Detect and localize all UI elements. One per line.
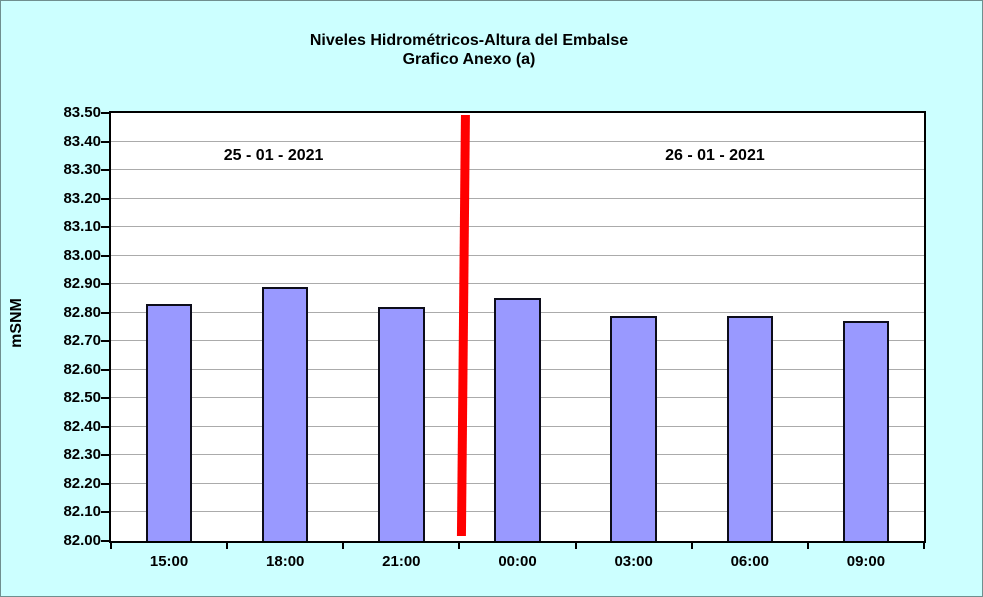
gridline [111,169,924,171]
bar-15:00 [145,304,193,541]
gridline [111,226,924,228]
y-tick-mark [101,397,109,400]
x-tick-mark [458,543,461,549]
y-axis-title: mSNM [8,298,25,348]
y-tick-label: 82.80 [63,303,101,321]
gridline [111,140,924,142]
x-tick-label: 21:00 [382,553,421,570]
x-tick-mark [806,543,809,549]
x-tick-mark [226,543,229,549]
y-tick-label: 82.90 [63,275,101,293]
y-tick-mark [101,283,109,286]
x-tick-label: 18:00 [266,553,305,570]
chart-title-line1: Niveles Hidrométricos-Altura del Embalse [309,32,629,49]
chart-title: Niveles Hidrométricos-Altura del Embalse… [1,31,937,69]
x-tick-mark [574,543,577,549]
x-tick-mark [690,543,693,549]
y-tick-mark [101,425,109,428]
x-tick-label: 03:00 [614,553,653,570]
y-tick-label: 82.40 [63,417,101,435]
y-tick-mark [101,454,109,457]
chart-title-line2: Grafico Anexo (a) [402,51,536,68]
y-tick-mark [101,112,109,114]
annotation-date-left: 25 - 01 - 2021 [223,147,324,164]
y-tick-label: 82.10 [63,503,101,521]
x-tick-mark [923,543,925,549]
y-tick-label: 83.10 [63,218,101,236]
y-tick-mark [101,340,109,343]
y-tick-mark [101,254,109,257]
y-tick-mark [101,140,109,143]
y-tick-mark [101,368,109,371]
bar-21:00 [378,307,425,541]
y-tick-label: 82.70 [63,332,101,350]
y-tick-label: 83.20 [63,189,101,207]
x-tick-label: 15:00 [149,553,189,570]
y-tick-mark [101,197,109,200]
plot-inner: 25 - 01 - 2021 26 - 01 - 2021 [111,113,924,541]
y-tick-label: 82.20 [63,474,101,492]
bar-18:00 [261,287,309,541]
annotation-date-right: 26 - 01 - 2021 [665,147,765,164]
bar-09:00 [842,321,890,541]
y-tick-mark [101,311,109,314]
x-tick-mark [342,543,345,549]
plot-area: 25 - 01 - 2021 26 - 01 - 2021 [109,111,926,543]
x-tick-label: 06:00 [730,553,769,570]
y-tick-label: 83.40 [63,132,101,150]
bar-03:00 [610,315,657,541]
y-tick-label: 83.00 [63,246,101,264]
x-tick-mark [110,543,112,549]
bar-06:00 [726,315,773,541]
y-tick-label: 82.30 [63,446,101,464]
y-tick-mark [101,226,109,229]
x-tick-label: 09:00 [846,553,886,570]
gridline [111,254,924,256]
x-tick-label: 00:00 [498,553,537,570]
y-tick-mark [101,169,109,172]
y-tick-label: 83.30 [63,161,101,179]
y-tick-label: 83.50 [63,104,101,121]
y-tick-label: 82.00 [63,532,101,549]
y-tick-mark [101,482,109,485]
y-tick-mark [101,511,109,514]
y-tick-mark [101,540,109,542]
gridline [111,283,924,285]
bar-00:00 [494,298,541,541]
y-tick-label: 82.50 [63,389,101,407]
gridline [111,197,924,199]
y-tick-label: 82.60 [63,360,101,378]
